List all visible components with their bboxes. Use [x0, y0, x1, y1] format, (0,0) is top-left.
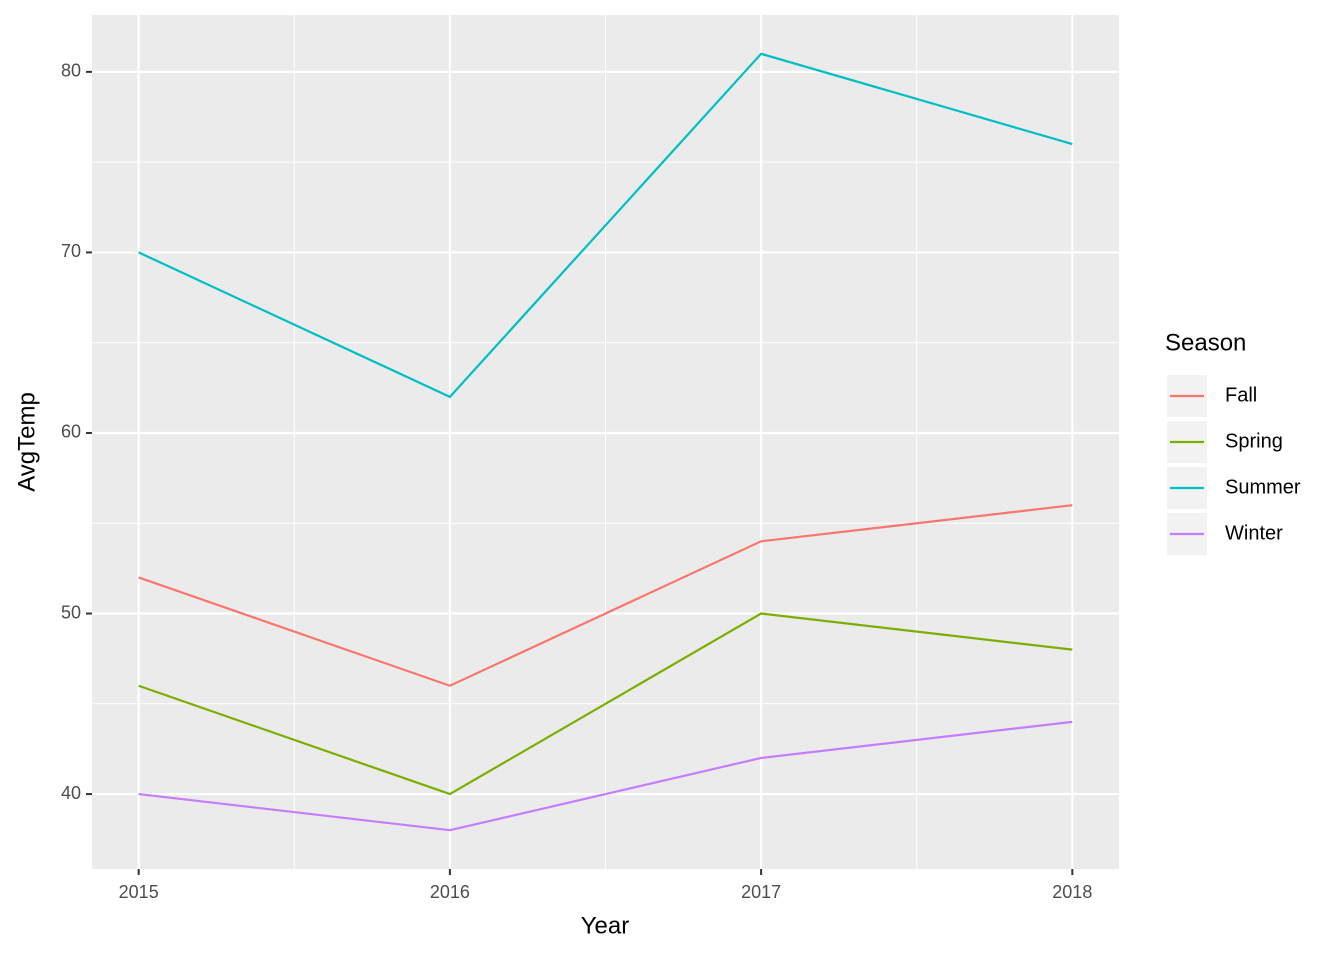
x-tick-label: 2018 [1052, 882, 1092, 902]
legend-label: Spring [1225, 430, 1283, 452]
x-tick-label: 2015 [119, 882, 159, 902]
series-line [138, 612, 1073, 796]
x-axis-title: Year [581, 912, 630, 939]
x-tick-label: 2016 [430, 882, 470, 902]
y-tick-label: 60 [61, 422, 81, 442]
y-tick-label: 50 [61, 602, 81, 622]
y-axis-title: AvgTemp [13, 392, 40, 492]
x-tick-label: 2017 [741, 882, 781, 902]
legend-label: Summer [1225, 476, 1301, 498]
legend-label: Winter [1225, 522, 1283, 544]
legend-title: Season [1165, 329, 1246, 356]
y-tick-label: 80 [61, 61, 81, 81]
y-tick-label: 70 [61, 241, 81, 261]
y-tick-label: 40 [61, 783, 81, 803]
legend-label: Fall [1225, 384, 1257, 406]
series-line [138, 504, 1073, 687]
series-line [138, 720, 1073, 832]
series-line [138, 52, 1073, 399]
